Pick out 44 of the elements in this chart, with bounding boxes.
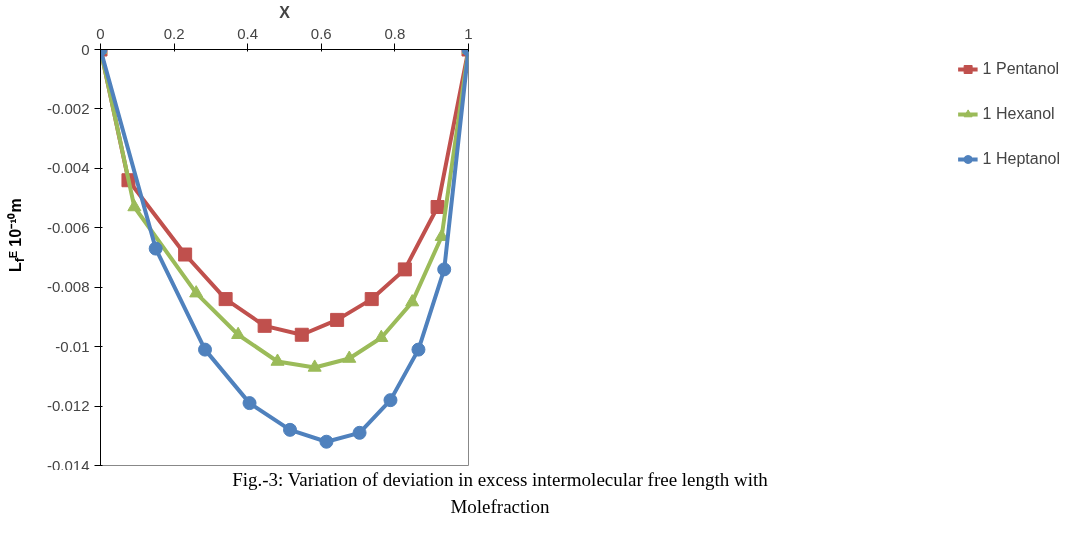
legend-label: 1 Hexanol bbox=[982, 105, 1055, 123]
y-tick-label: -0.002 bbox=[46, 99, 90, 117]
point bbox=[330, 312, 345, 327]
x-tick-label: 0.6 bbox=[310, 24, 332, 42]
y-tick-label: 0 bbox=[81, 40, 90, 58]
legend-label: 1 Heptanol bbox=[982, 150, 1060, 168]
point bbox=[231, 326, 246, 340]
point bbox=[383, 393, 398, 408]
x-tick-label: 1 bbox=[464, 24, 473, 42]
y-tick-label: -0.006 bbox=[46, 218, 90, 236]
point bbox=[307, 359, 322, 372]
point bbox=[405, 294, 420, 307]
text: Fig.-3: Variation of deviation in excess intermolecular free length with Molefraction bbox=[231, 468, 769, 520]
point bbox=[198, 342, 213, 357]
point bbox=[430, 199, 445, 214]
point bbox=[437, 262, 452, 277]
point bbox=[270, 353, 285, 366]
point bbox=[294, 327, 309, 342]
y-tick-label: -0.014 bbox=[46, 456, 90, 474]
point bbox=[127, 198, 142, 212]
point bbox=[283, 422, 298, 437]
x-tick-label: 0 bbox=[96, 24, 105, 42]
point bbox=[178, 247, 193, 262]
x-tick-label: 0.4 bbox=[237, 24, 259, 42]
point bbox=[342, 350, 357, 363]
x-tick-label: 0.8 bbox=[384, 24, 406, 42]
y-tick-label: -0.01 bbox=[55, 337, 90, 355]
x-axis-title: X bbox=[279, 3, 291, 21]
point bbox=[374, 329, 389, 342]
point bbox=[352, 425, 367, 440]
point bbox=[189, 285, 204, 298]
point bbox=[257, 318, 272, 333]
y-tick-label: -0.012 bbox=[46, 397, 90, 415]
point bbox=[411, 342, 426, 357]
point bbox=[218, 292, 233, 307]
legend-label: 1 Pentanol bbox=[982, 60, 1060, 78]
point bbox=[364, 292, 379, 307]
x-tick-label: 0.2 bbox=[163, 24, 185, 42]
point bbox=[242, 396, 257, 411]
point bbox=[397, 262, 412, 277]
point bbox=[148, 241, 163, 256]
y-tick-label: -0.008 bbox=[46, 278, 90, 296]
point bbox=[319, 434, 334, 449]
y-tick-label: -0.004 bbox=[46, 159, 90, 177]
